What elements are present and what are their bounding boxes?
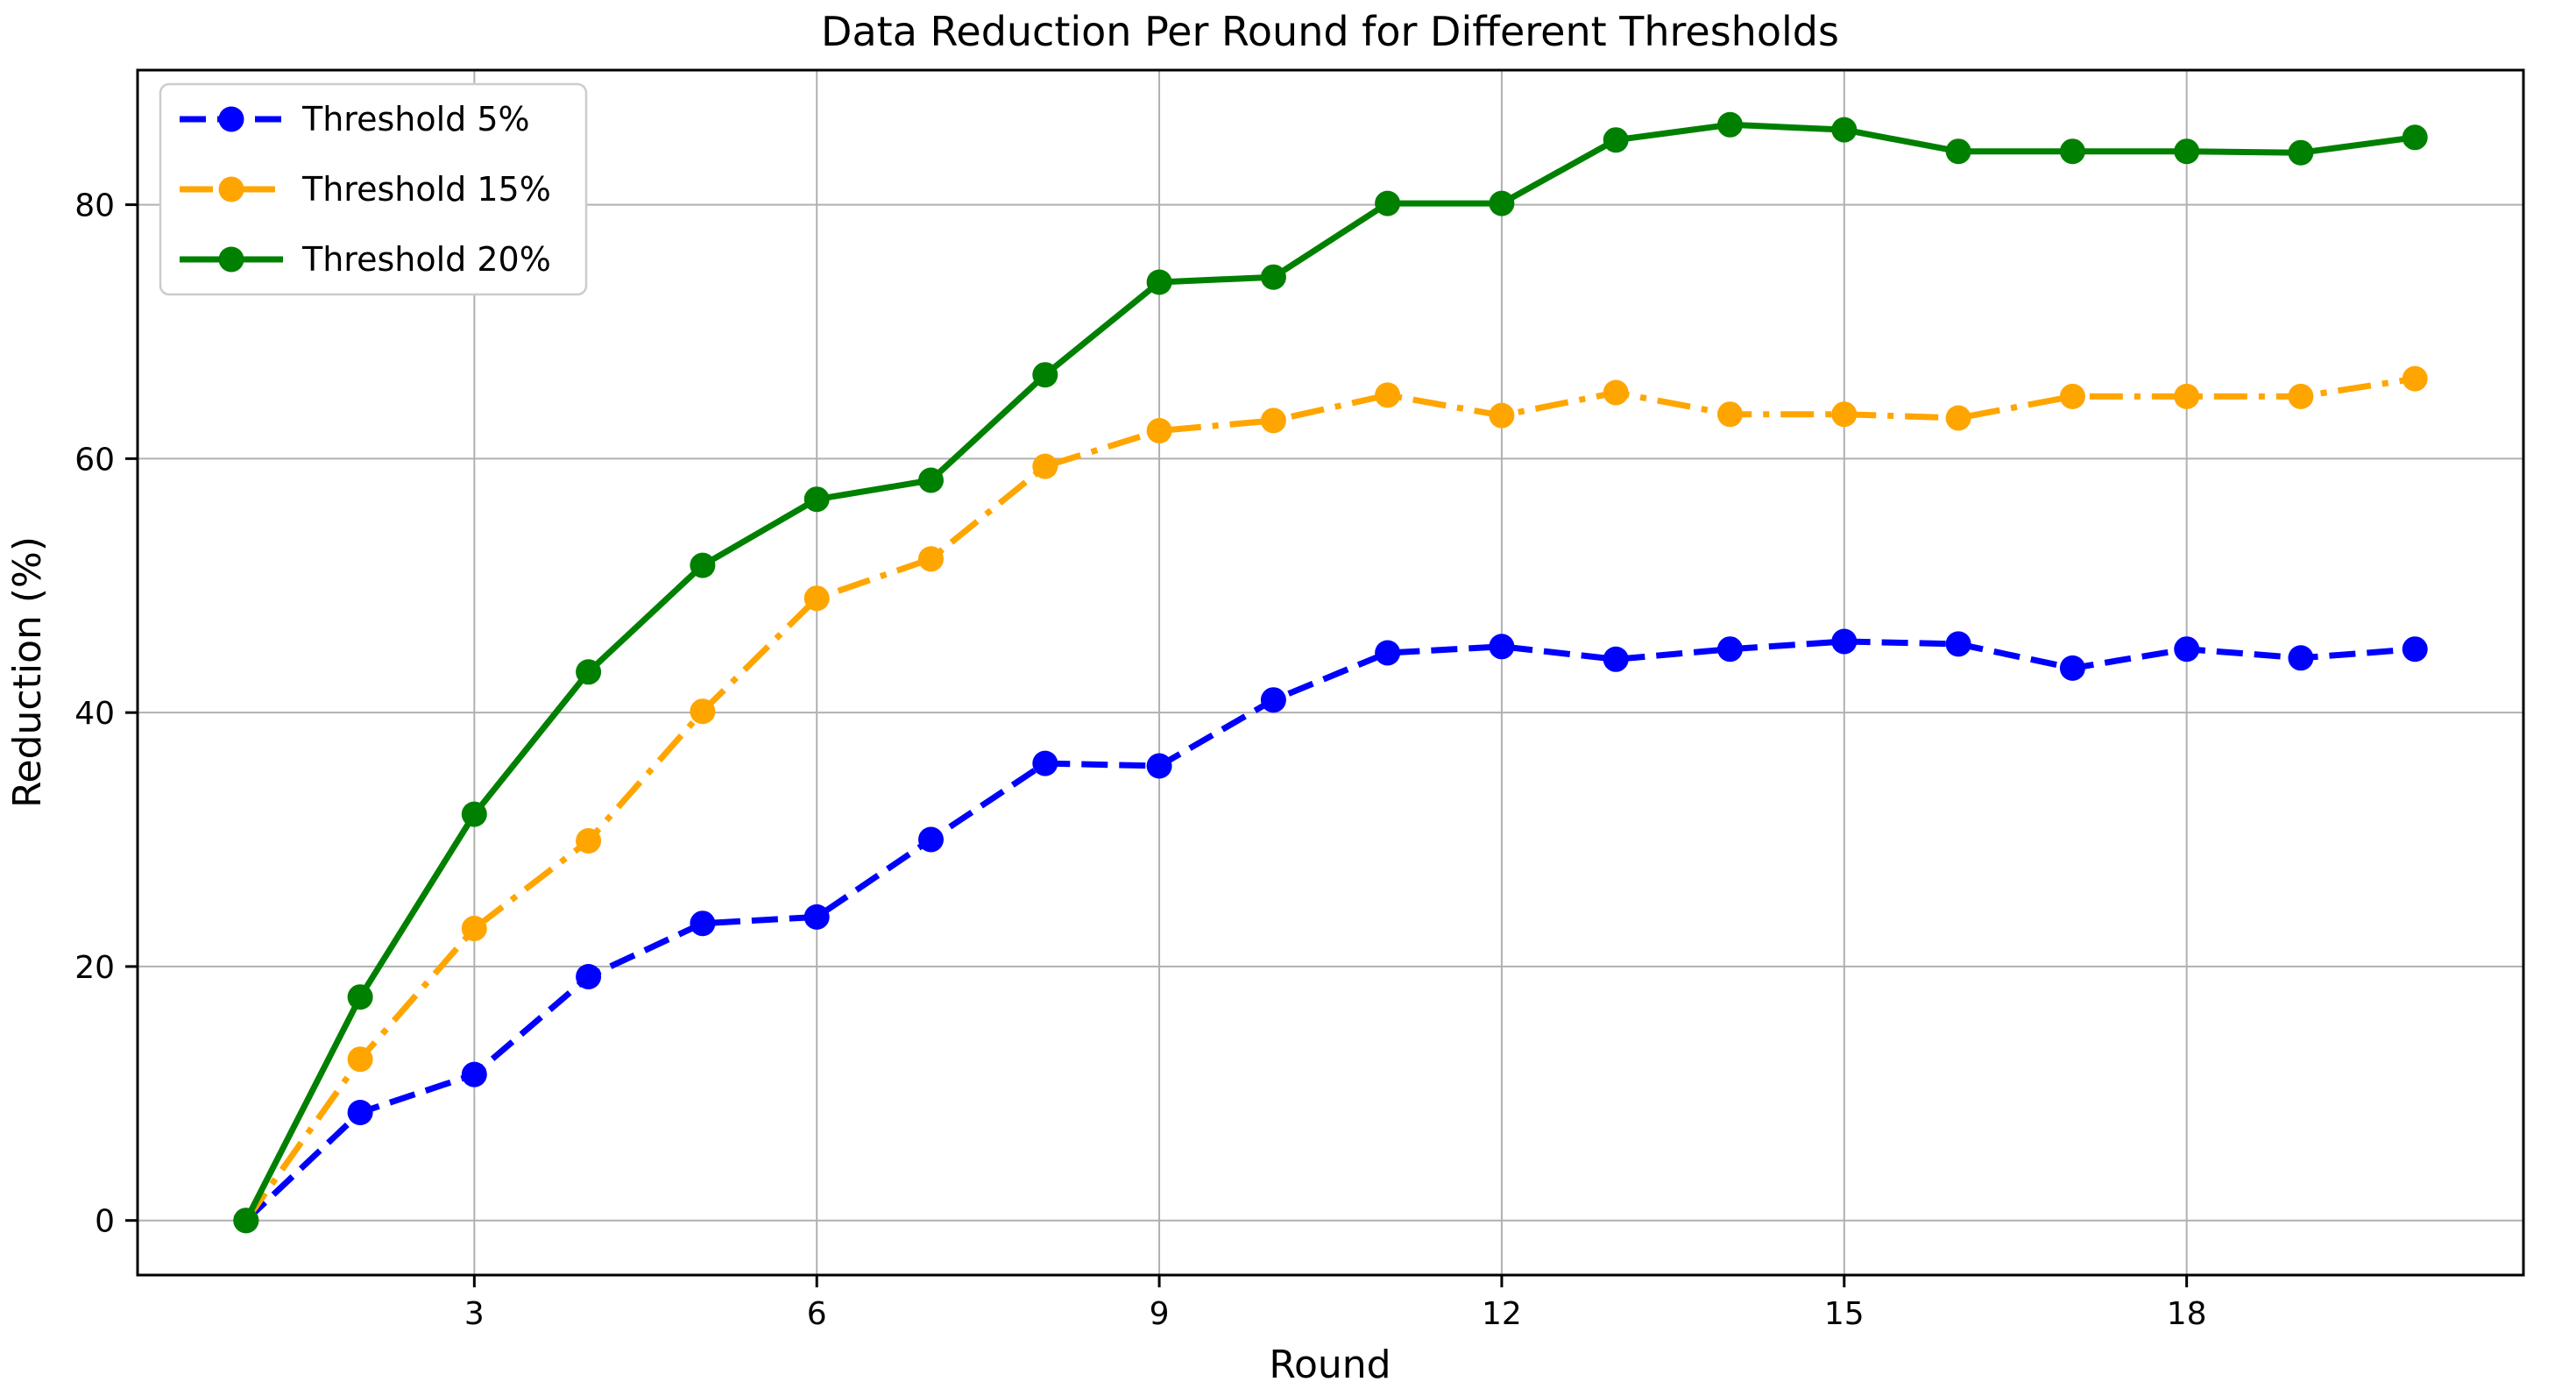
data-point-marker [2402, 124, 2428, 151]
data-point-marker [690, 552, 716, 578]
data-point-marker [1489, 634, 1515, 660]
legend-box [159, 82, 588, 296]
data-point-marker [2059, 383, 2085, 409]
y-axis-label: Reduction (%) [5, 536, 50, 808]
data-point-marker [233, 1208, 259, 1234]
data-point-marker [1717, 401, 1743, 428]
data-point-marker [1945, 405, 1971, 431]
data-point-marker [1831, 117, 1858, 143]
data-point-marker [1146, 269, 1172, 295]
data-point-marker [690, 911, 716, 937]
legend-marker [218, 106, 244, 132]
data-point-marker [1146, 418, 1172, 443]
data-point-marker [461, 801, 487, 827]
y-tick-label: 0 [95, 1204, 115, 1240]
legend-label: Threshold 20% [301, 240, 551, 279]
data-point-marker [1260, 407, 1286, 434]
data-point-marker [461, 1061, 487, 1088]
data-point-marker [1260, 687, 1286, 713]
data-point-marker [2059, 138, 2085, 165]
data-point-marker [918, 467, 944, 493]
data-point-marker [918, 546, 944, 572]
legend-label: Threshold 15% [301, 170, 551, 209]
data-point-marker [347, 1046, 373, 1073]
data-point-marker [2288, 383, 2314, 409]
data-point-marker [1945, 631, 1971, 657]
x-tick-label: 12 [1482, 1296, 1522, 1332]
y-tick-label: 20 [74, 950, 115, 986]
series-markers-threshold-5 [233, 628, 2428, 1234]
legend: Threshold 5% Threshold 15% Threshold 20% [159, 82, 588, 296]
plot-border [136, 68, 2525, 1277]
data-point-marker [2402, 365, 2428, 392]
data-point-marker [1375, 190, 1401, 216]
x-axis-label: Round [1269, 1343, 1391, 1387]
data-point-marker [2174, 383, 2200, 409]
axes-spines [136, 68, 2525, 1277]
data-point-marker [1146, 753, 1172, 779]
data-point-marker [2174, 636, 2200, 663]
data-point-marker [576, 964, 602, 989]
legend-label: Threshold 5% [301, 100, 530, 138]
x-tick-label: 3 [464, 1296, 485, 1332]
data-point-marker [2402, 636, 2428, 663]
data-point-marker [1260, 264, 1286, 290]
data-point-marker [1717, 636, 1743, 663]
data-point-marker [1831, 628, 1858, 655]
data-point-marker [1603, 646, 1629, 672]
data-point-marker [803, 486, 830, 513]
data-point-marker [1945, 138, 1971, 165]
data-point-marker [1603, 379, 1629, 406]
chart-title: Data Reduction Per Round for Different T… [821, 8, 1839, 55]
legend-marker [218, 246, 244, 273]
data-point-marker [2174, 138, 2200, 165]
legend-entry: Threshold 15% [180, 170, 551, 209]
data-point-marker [461, 916, 487, 941]
series-markers-threshold-20 [233, 111, 2428, 1234]
legend-entry: Threshold 20% [180, 240, 551, 279]
data-point-marker [576, 659, 602, 685]
data-point-marker [347, 1100, 373, 1125]
data-point-marker [1032, 453, 1058, 479]
x-tick-label: 9 [1150, 1296, 1170, 1332]
series-line-threshold-20 [243, 121, 2416, 1222]
y-tick-label: 80 [74, 188, 115, 224]
data-point-marker [803, 585, 830, 612]
axis-ticks: 3 6 9 12 15 18 0 20 40 60 80 [74, 188, 2206, 1332]
data-point-marker [2059, 655, 2085, 681]
series-line-threshold-5 [244, 638, 2416, 1223]
data-series [233, 111, 2428, 1234]
data-point-marker [690, 698, 716, 725]
y-tick-label: 40 [74, 696, 115, 732]
data-point-marker [347, 984, 373, 1010]
data-point-marker [803, 904, 830, 930]
series-line-threshold-15 [243, 375, 2416, 1222]
data-point-marker [576, 828, 602, 854]
data-point-marker [1489, 402, 1515, 429]
data-point-marker [1032, 362, 1058, 388]
data-point-marker [2288, 139, 2314, 166]
data-point-marker [918, 826, 944, 853]
data-point-marker [1831, 401, 1858, 428]
series-markers-threshold-15 [233, 365, 2428, 1234]
data-point-marker [1489, 190, 1515, 216]
x-tick-label: 6 [807, 1296, 827, 1332]
legend-marker [218, 176, 244, 202]
legend-entry: Threshold 5% [180, 100, 530, 138]
data-point-marker [2288, 645, 2314, 671]
data-point-marker [1032, 750, 1058, 776]
x-tick-label: 18 [2167, 1296, 2207, 1332]
data-point-marker [1603, 127, 1629, 153]
data-point-marker [1717, 111, 1743, 138]
data-point-marker [1375, 382, 1401, 408]
y-tick-label: 60 [74, 442, 115, 478]
data-point-marker [1375, 640, 1401, 666]
x-tick-label: 15 [1824, 1296, 1865, 1332]
